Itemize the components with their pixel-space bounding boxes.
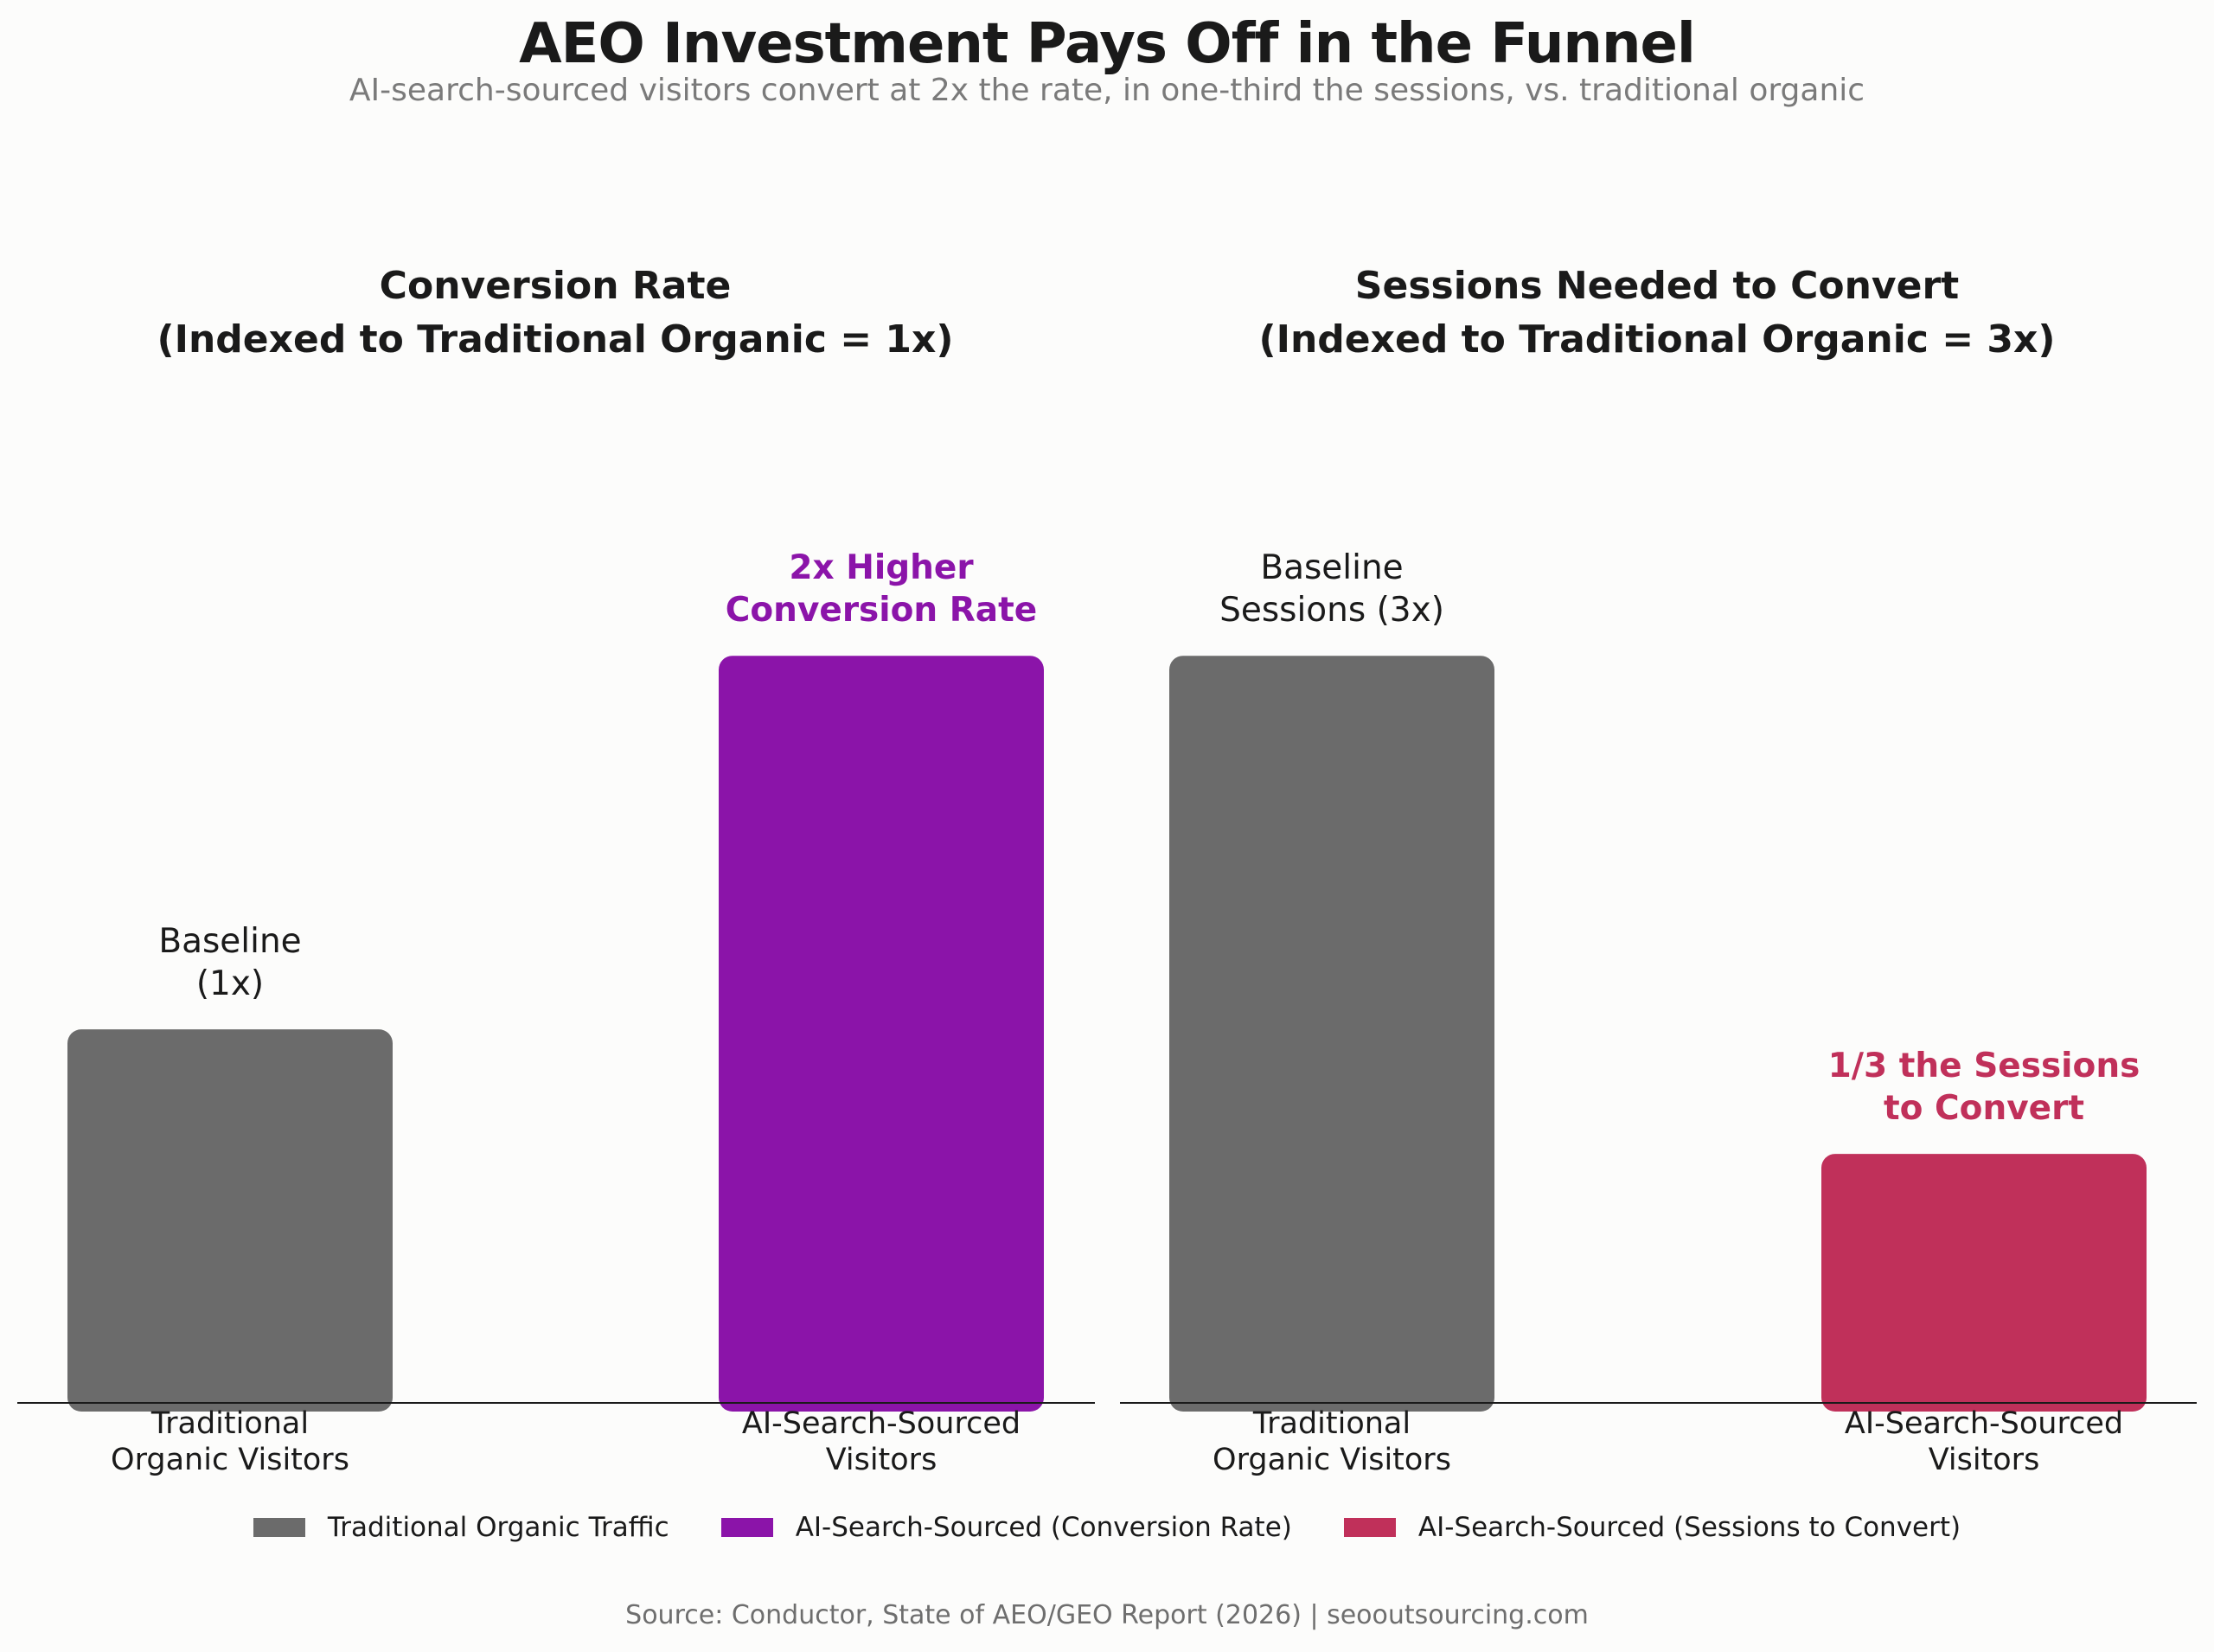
category-label-panel0-1-line0: AI-Search-Sourced	[742, 1406, 1021, 1441]
bar-panel0-0	[67, 1029, 393, 1412]
data-label-panel0-1-line0: 2x Higher	[789, 548, 974, 587]
panel-title-sessions-line2: (Indexed to Traditional Organic = 3x)	[1258, 317, 2056, 362]
legend-label-traditional: Traditional Organic Traffic	[327, 1512, 669, 1543]
category-label-panel0-0-line1: Organic Visitors	[111, 1443, 349, 1477]
legend-swatch-traditional	[253, 1518, 305, 1537]
category-label-panel1-0-line0: Traditional	[1252, 1406, 1411, 1441]
chart-panel-1: Baseline Sessions (3x) TraditionalOrganic …	[1120, 548, 2197, 1477]
panel-title-conversion-line2: (Indexed to Traditional Organic = 1x)	[157, 317, 954, 362]
legend-swatch-ai-sessions	[1343, 1518, 1396, 1537]
legend-label-ai-sessions: AI-Search-Sourced (Sessions to Convert)	[1417, 1512, 1961, 1543]
legend: Traditional Organic Traffic AI-Search-So…	[0, 1510, 2214, 1545]
category-label-panel1-1-line1: Visitors	[1929, 1443, 2040, 1477]
category-label-panel1-1-line0: AI-Search-Sourced	[1845, 1406, 2123, 1441]
legend-item-ai-sessions: AI-Search-Sourced (Sessions to Convert)	[1343, 1512, 1961, 1543]
category-label-panel0-0-line0: Traditional	[150, 1406, 309, 1441]
data-label-panel1-0-line1: Sessions (3x)	[1219, 591, 1444, 630]
data-label-panel1-1-line0: 1/3 the Sessions	[1828, 1047, 2140, 1085]
legend-swatch-ai-conversion	[720, 1518, 773, 1537]
panel-title-conversion-line1: Conversion Rate	[379, 264, 732, 308]
legend-item-ai-conversion: AI-Search-Sourced (Conversion Rate)	[720, 1512, 1292, 1543]
legend-item-traditional: Traditional Organic Traffic	[253, 1512, 669, 1543]
data-label-panel0-0-line0: Baseline	[158, 922, 301, 961]
data-label-panel1-0-line0: Baseline	[1260, 548, 1403, 587]
legend-label-ai-conversion: AI-Search-Sourced (Conversion Rate)	[795, 1512, 1292, 1543]
data-label-panel0-0-line1: (1x)	[196, 964, 264, 1003]
panel-title-sessions: Sessions Needed to Convert (Indexed to T…	[1138, 259, 2176, 367]
panel-title-sessions-line1: Sessions Needed to Convert	[1354, 264, 1960, 308]
bar-panel1-1	[1821, 1154, 2147, 1412]
bar-panel0-1	[719, 656, 1044, 1412]
category-label-panel1-0-line1: Organic Visitors	[1213, 1443, 1451, 1477]
bar-panel1-0	[1169, 656, 1494, 1412]
source-note: Source: Conductor, State of AEO/GEO Repo…	[625, 1600, 1589, 1630]
panel-title-conversion: Conversion Rate (Indexed to Traditional …	[36, 259, 1074, 367]
category-label-panel0-1-line1: Visitors	[826, 1443, 937, 1477]
chart-subtitle: AI-search-sourced visitors convert at 2x…	[349, 73, 1865, 108]
chart-title: AEO Investment Pays Off in the Funnel	[519, 12, 1696, 76]
data-label-panel1-1-line1: to Convert	[1884, 1089, 2084, 1128]
data-label-panel0-1-line1: Conversion Rate	[726, 591, 1037, 630]
